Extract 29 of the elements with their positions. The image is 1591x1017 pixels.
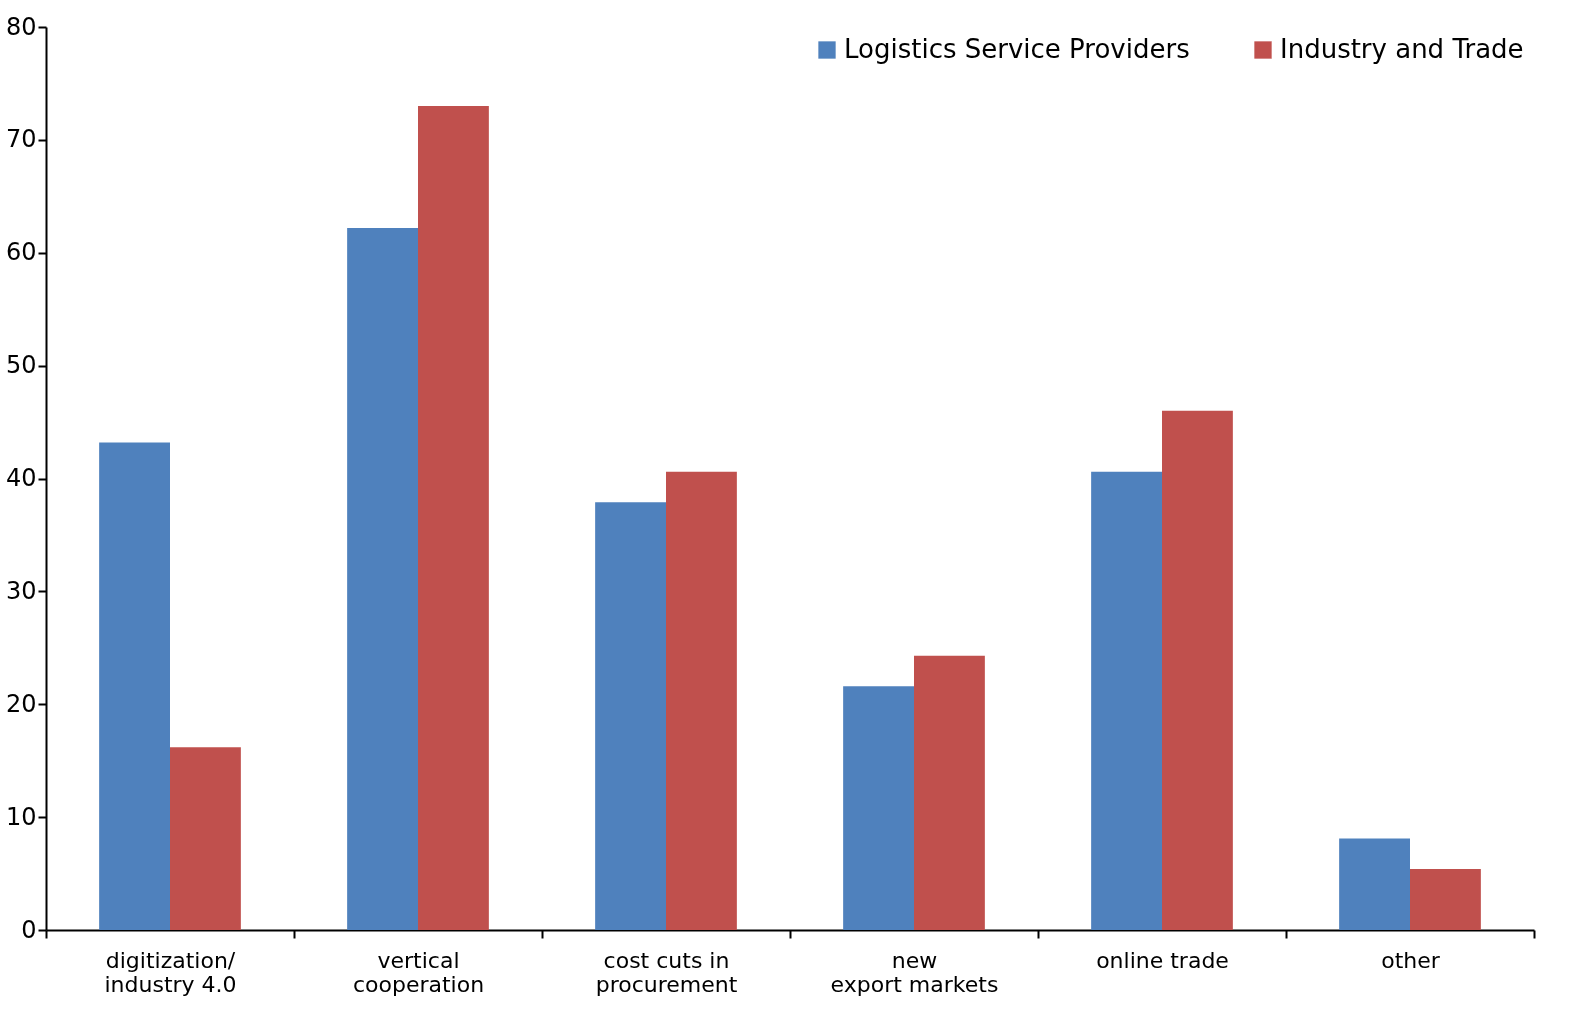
bar bbox=[170, 747, 241, 930]
y-tick-label: 0 bbox=[21, 915, 37, 944]
bar bbox=[1091, 471, 1162, 930]
bar bbox=[843, 686, 914, 930]
y-tick-label: 70 bbox=[5, 125, 37, 154]
bar bbox=[347, 227, 418, 930]
bar bbox=[914, 655, 985, 930]
y-tick-label: 20 bbox=[5, 689, 37, 718]
bar bbox=[1410, 869, 1481, 930]
x-tick-label: cost cuts in procurement bbox=[595, 947, 738, 997]
x-tick-label: digitization/ industry 4.0 bbox=[104, 947, 237, 997]
y-tick-label: 10 bbox=[5, 802, 37, 831]
y-tick-label: 30 bbox=[5, 576, 37, 605]
y-tick-label: 50 bbox=[5, 351, 37, 380]
legend-label: Logistics Service Providers bbox=[844, 34, 1190, 64]
x-tick-label: other bbox=[1381, 947, 1441, 973]
y-tick-label: 60 bbox=[5, 238, 37, 267]
x-tick-label: online trade bbox=[1096, 947, 1229, 973]
legend-label: Industry and Trade bbox=[1280, 34, 1524, 64]
bar bbox=[418, 106, 489, 930]
y-tick-label: 80 bbox=[5, 12, 37, 41]
x-tick-label: vertical cooperation bbox=[352, 947, 485, 997]
y-tick-label: 40 bbox=[5, 464, 37, 492]
bar bbox=[595, 502, 666, 930]
bar bbox=[99, 442, 170, 930]
bar bbox=[1162, 410, 1233, 930]
bar bbox=[1339, 838, 1410, 930]
x-tick-label: new export markets bbox=[830, 947, 999, 997]
bar bbox=[666, 471, 737, 930]
